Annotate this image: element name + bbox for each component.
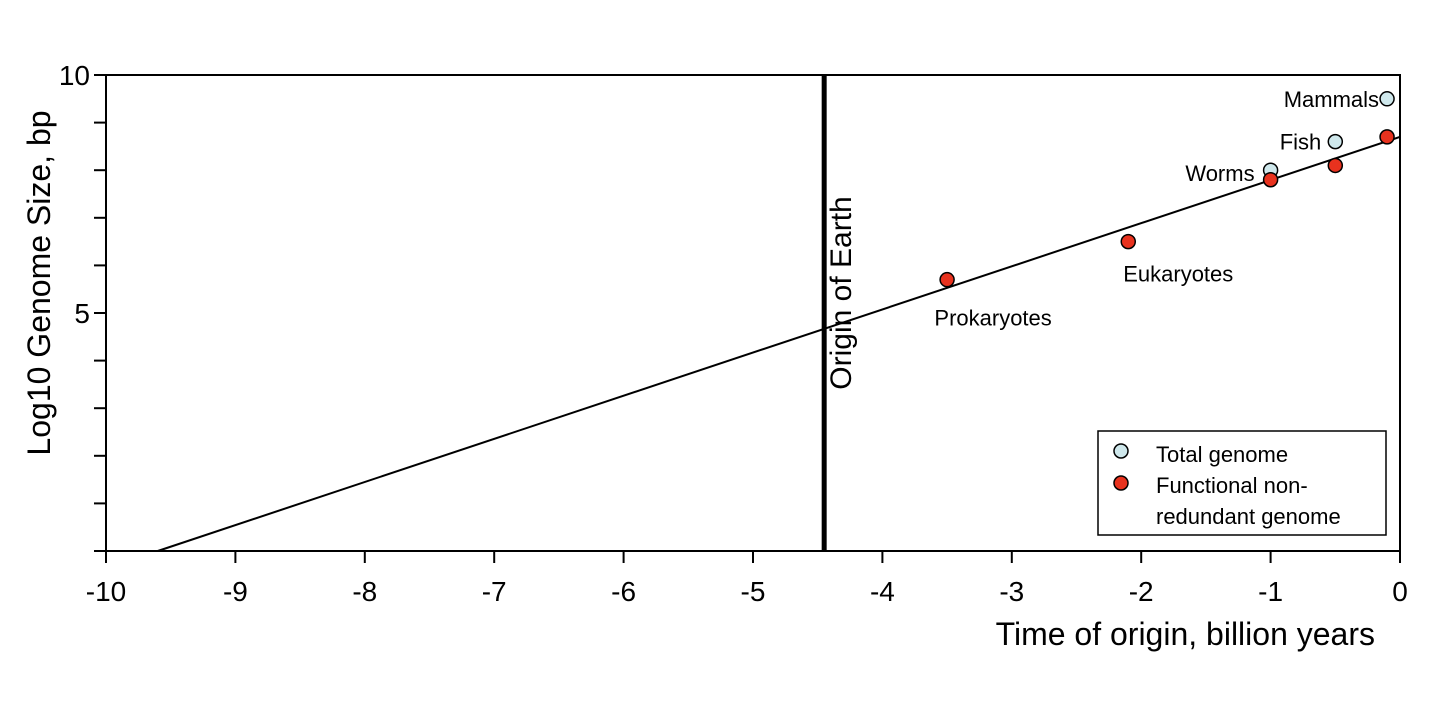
x-tick-label: -6 xyxy=(611,576,636,607)
x-tick-label: -10 xyxy=(86,576,126,607)
data-point-total-genome xyxy=(1379,91,1395,107)
legend-label-functional-genome-line2: redundant genome xyxy=(1156,504,1341,529)
x-tick-label: -9 xyxy=(223,576,248,607)
point-label-prokaryotes: Prokaryotes xyxy=(934,306,1051,331)
y-tick-label: 10 xyxy=(59,60,90,91)
data-point-functional-genome xyxy=(1379,129,1395,145)
x-tick-label: -3 xyxy=(999,576,1024,607)
y-axis-title: Log10 Genome Size, bp xyxy=(21,110,57,455)
point-label-worms: Worms xyxy=(1185,161,1254,186)
point-label-mammals: Mammals xyxy=(1284,87,1379,112)
x-tick-label: -7 xyxy=(482,576,507,607)
legend: Total genome Functional non- redundant g… xyxy=(1097,430,1387,536)
plot-lines xyxy=(157,75,1401,552)
legend-box xyxy=(1097,430,1387,536)
x-tick-label: -8 xyxy=(352,576,377,607)
data-point-functional-genome xyxy=(1262,171,1279,188)
data-point-functional-genome xyxy=(939,271,955,288)
legend-marker-functional-genome xyxy=(1113,475,1129,491)
legend-label-total-genome: Total genome xyxy=(1156,442,1288,467)
x-axis-title: Time of origin, billion years xyxy=(996,616,1375,652)
data-point-functional-genome xyxy=(1120,233,1137,250)
legend-marker-total-genome xyxy=(1113,443,1129,459)
trend-line xyxy=(157,135,1401,552)
data-point-functional-genome xyxy=(1327,157,1344,174)
data-point-total-genome xyxy=(1327,133,1344,150)
x-tick-label: -4 xyxy=(870,576,895,607)
point-labels: Worms Fish Mammals Prokaryotes Eukaryotes xyxy=(934,87,1379,331)
origin-of-earth-label: Origin of Earth xyxy=(825,196,858,389)
x-tick-label: -5 xyxy=(741,576,766,607)
x-tick-label: 0 xyxy=(1392,576,1408,607)
x-tick-label: -2 xyxy=(1129,576,1154,607)
x-tick-label: -1 xyxy=(1258,576,1283,607)
point-label-eukaryotes: Eukaryotes xyxy=(1123,262,1233,287)
data-points xyxy=(939,91,1395,288)
legend-label-functional-genome-line1: Functional non- xyxy=(1156,473,1308,498)
point-label-fish: Fish xyxy=(1280,130,1322,155)
y-tick-label: 5 xyxy=(74,298,90,329)
